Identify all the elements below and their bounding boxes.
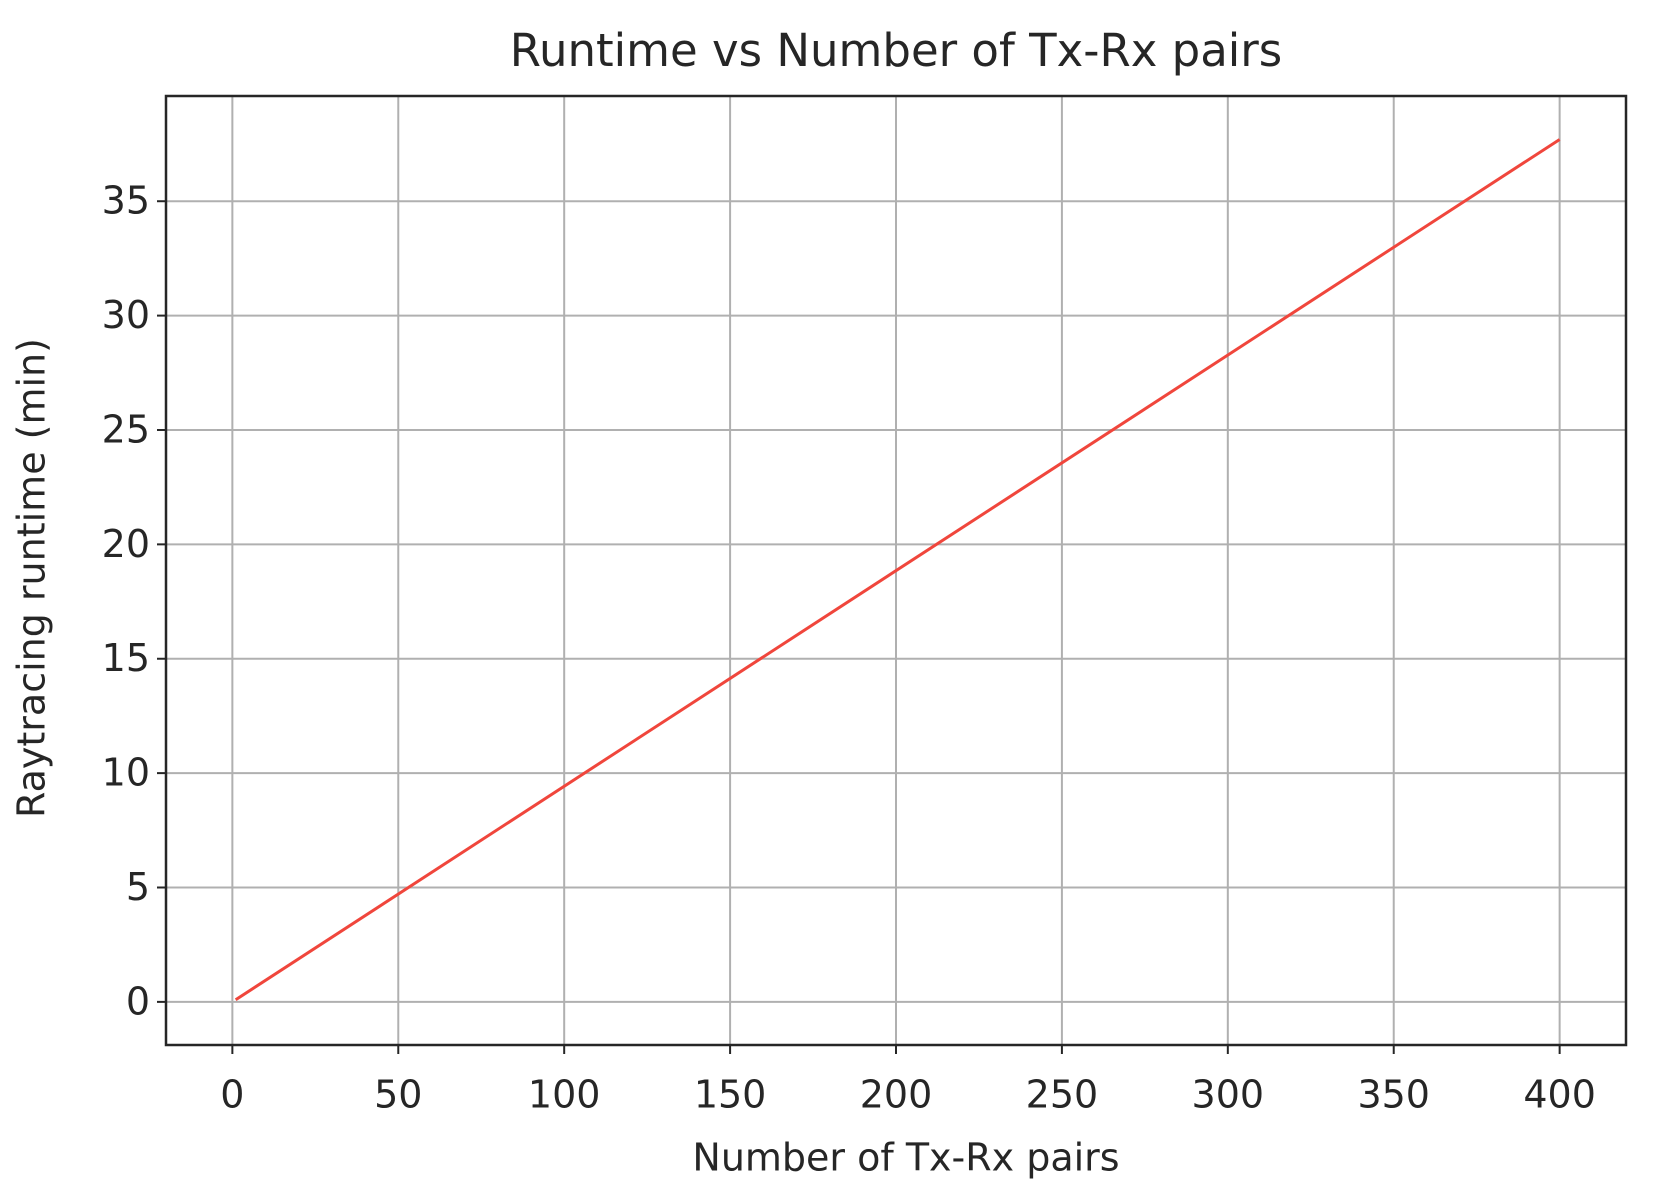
x-axis-label: Number of Tx-Rx pairs [692,1136,1119,1180]
x-tick-label: 400 [1523,1073,1596,1117]
plot-frame [164,94,1628,1047]
y-tick-label: 0 [126,979,150,1023]
chart-title: Runtime vs Number of Tx-Rx pairs [510,24,1283,77]
y-tick-label: 25 [102,407,150,451]
y-tick-label: 10 [102,751,150,795]
x-tick-label: 100 [528,1073,601,1117]
y-tick-label: 35 [102,179,150,223]
x-tick-label: 50 [374,1073,422,1117]
x-tick-label: 200 [860,1073,933,1117]
x-tick-label: 0 [220,1073,244,1117]
x-tick-label: 250 [1026,1073,1099,1117]
y-tick-label: 30 [102,293,150,337]
data-line [234,138,1561,1001]
y-tick-label: 15 [102,636,150,680]
y-tick-label: 5 [126,865,150,909]
y-axis-label: Raytracing runtime (min) [10,338,54,818]
x-tick-label: 300 [1192,1073,1265,1117]
x-tick-label: 350 [1357,1073,1430,1117]
y-tick-label: 20 [102,522,150,566]
x-tick-label: 150 [694,1073,767,1117]
